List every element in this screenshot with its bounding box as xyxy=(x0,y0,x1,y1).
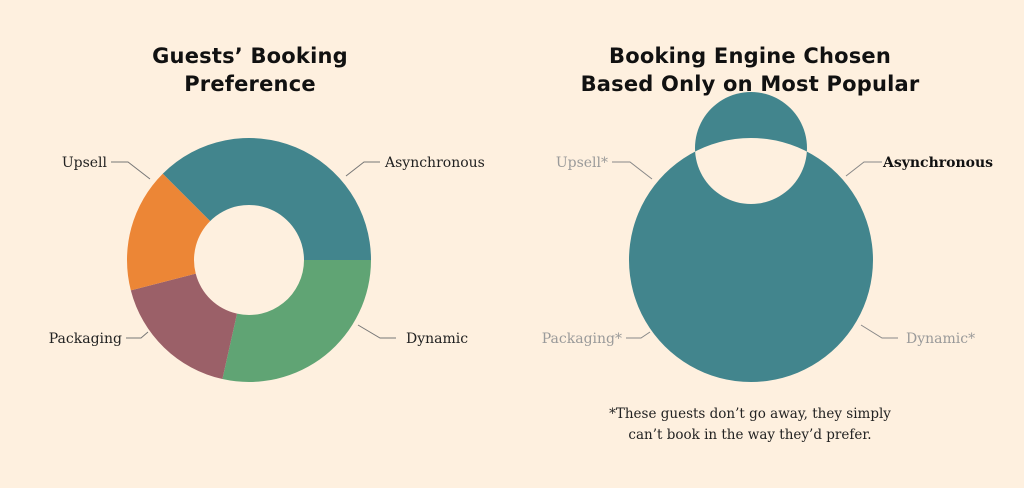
footnote: *These guests don’t go away, they simply… xyxy=(590,404,910,446)
slice-dynamic xyxy=(222,260,371,382)
footnote-line1: *These guests don’t go away, they simply xyxy=(609,406,891,422)
leader-line-upsell-star xyxy=(612,161,653,180)
left-leader-lines xyxy=(111,161,396,339)
left-title-line1: Guests’ Booking xyxy=(152,44,348,68)
right-title-line2: Based Only on Most Popular xyxy=(580,72,920,96)
left-chart-title: Guests’ Booking Preference xyxy=(100,42,400,98)
right-donut-chart xyxy=(628,92,873,382)
slice-upsell xyxy=(127,173,211,291)
label-upsell-star: Upsell* xyxy=(556,155,608,171)
left-title-line2: Preference xyxy=(184,72,316,96)
label-dynamic-star: Dynamic* xyxy=(906,331,975,347)
leader-line-packaging-star xyxy=(626,331,651,339)
slice-packaging xyxy=(130,273,238,380)
slice-asynchronous xyxy=(162,138,371,260)
label-packaging-star: Packaging* xyxy=(542,331,622,347)
label-packaging: Packaging xyxy=(49,331,122,347)
left-donut-chart xyxy=(127,138,371,382)
right-leader-lines xyxy=(612,161,898,339)
leader-line-packaging xyxy=(126,331,149,339)
leader-line-upsell xyxy=(111,161,151,180)
slice-asynchronous xyxy=(628,92,873,382)
leader-line-dynamic xyxy=(357,324,396,339)
right-chart-title: Booking Engine Chosen Based Only on Most… xyxy=(560,42,940,98)
label-dynamic: Dynamic xyxy=(406,331,468,347)
label-upsell: Upsell xyxy=(62,155,108,171)
label-asynchronous: Asynchronous xyxy=(384,155,485,171)
right-title-line1: Booking Engine Chosen xyxy=(608,44,892,68)
leader-line-asynchronous-bold xyxy=(845,161,882,177)
leader-line-asynchronous xyxy=(345,161,380,177)
footnote-line2: can’t book in the way they’d prefer. xyxy=(628,427,872,443)
label-asynchronous-bold: Asynchronous xyxy=(882,155,993,171)
leader-line-dynamic-star xyxy=(860,324,898,339)
